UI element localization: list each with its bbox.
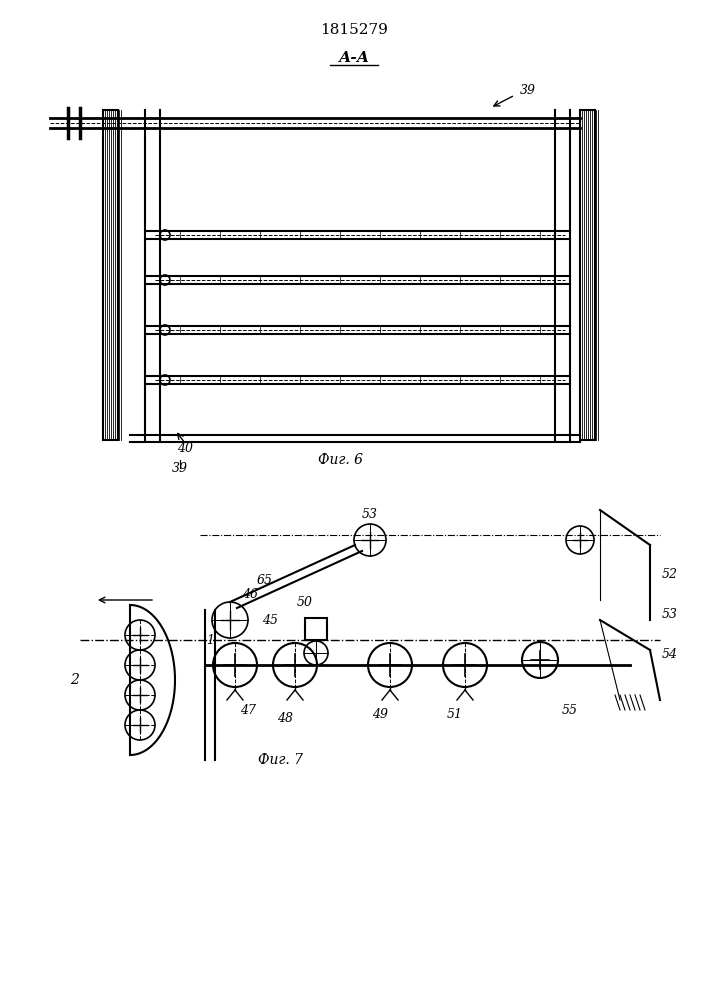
Text: 39: 39 xyxy=(172,462,188,475)
Bar xyxy=(580,110,595,440)
Text: 49: 49 xyxy=(372,708,388,720)
Text: 47: 47 xyxy=(240,704,256,716)
Bar xyxy=(305,618,327,640)
Text: 53: 53 xyxy=(362,508,378,522)
Text: 53: 53 xyxy=(662,608,678,621)
Text: 1: 1 xyxy=(206,634,214,647)
Text: Фиг. 6: Фиг. 6 xyxy=(317,453,363,467)
Text: 51: 51 xyxy=(447,708,463,720)
Text: 65: 65 xyxy=(257,574,273,586)
Text: 2: 2 xyxy=(71,673,79,687)
Text: 45: 45 xyxy=(262,613,278,626)
Text: 1815279: 1815279 xyxy=(320,23,388,37)
Text: 54: 54 xyxy=(662,648,678,662)
Text: 48: 48 xyxy=(277,712,293,724)
Text: Фиг. 7: Фиг. 7 xyxy=(257,753,303,767)
Text: 46: 46 xyxy=(242,588,258,601)
Text: 50: 50 xyxy=(297,596,313,609)
Text: 55: 55 xyxy=(562,704,578,716)
Bar xyxy=(103,110,118,440)
Text: А-А: А-А xyxy=(339,51,370,65)
Text: 39: 39 xyxy=(520,84,536,97)
Text: 52: 52 xyxy=(662,568,678,582)
Text: 40: 40 xyxy=(177,442,193,454)
